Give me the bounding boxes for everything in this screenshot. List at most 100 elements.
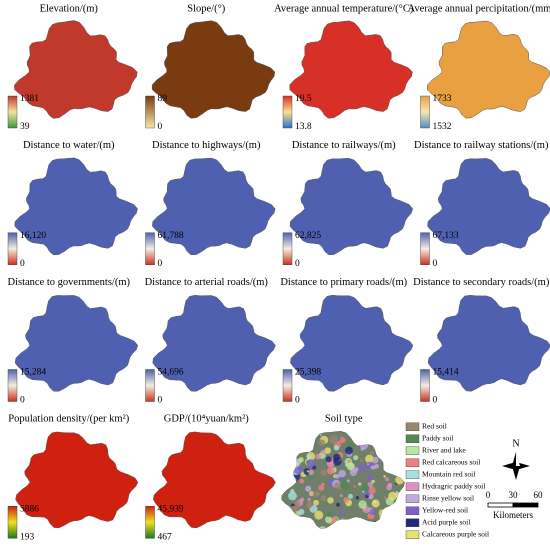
soil-patch [369, 436, 375, 442]
region-map [289, 20, 413, 119]
soil-patch [318, 526, 327, 529]
legend-ramp [145, 232, 155, 265]
scale-unit: Kilometers [493, 510, 533, 520]
legend-min: 0 [158, 259, 163, 269]
map-panel: Average annual percipitation/(mm) 1733 153… [408, 3, 550, 132]
legend-swatch [405, 506, 420, 515]
map-panel: Distance to governments/(m) 15,284 0 [7, 277, 139, 406]
region-map [15, 431, 139, 529]
panel-title: Distance to primary roads/(m) [280, 277, 407, 288]
soil-patch [329, 435, 339, 445]
map-panel: Average annual temperature/(°C) 19.5 13.8 [274, 3, 414, 132]
soil-patch [393, 436, 402, 445]
soil-patch [306, 470, 309, 473]
soil-patch [296, 444, 301, 450]
soil-patch [297, 431, 306, 437]
soil-patch [366, 463, 370, 466]
soil-patch [281, 478, 284, 484]
panel-title: Average annual percipitation/(mm) [408, 3, 550, 14]
soil-patch [383, 475, 386, 478]
legend-label: Paddy soil [422, 433, 453, 442]
legend-max: 5886 [20, 504, 39, 514]
arrow-shade [516, 452, 520, 466]
soil-patch [389, 440, 394, 444]
soil-patch [325, 456, 332, 463]
soil-patch [288, 445, 294, 452]
soil-patch [374, 464, 380, 469]
soil-patch [358, 480, 362, 483]
soil-patch [281, 510, 284, 513]
soil-patch [358, 482, 362, 486]
soil-patch [355, 496, 360, 500]
soil-patch [312, 431, 318, 435]
soil-patch [290, 466, 294, 469]
legend-min: 0 [295, 259, 300, 269]
soil-patch [291, 517, 295, 522]
soil-patch [281, 448, 286, 453]
soil-patch [353, 438, 359, 444]
soil-patch [318, 484, 325, 491]
soil-patch [289, 451, 293, 455]
panel-title: Distance to arterial roads/(m) [145, 277, 269, 288]
soil-patch [384, 452, 388, 456]
soil-patch [289, 437, 293, 441]
soil-patch [281, 450, 286, 460]
soil-patch [357, 437, 363, 443]
legend-max: 89 [158, 94, 168, 104]
scale-label: 30 [509, 490, 519, 500]
legend-ramp [7, 369, 18, 402]
soil-patch [285, 455, 291, 461]
legend-max: 15,414 [433, 368, 459, 378]
soil-patch [314, 510, 324, 520]
legend-min: 0 [20, 396, 25, 406]
legend-max: 45,939 [158, 504, 184, 514]
legend-label: Acid purple soil [422, 517, 470, 526]
soil-patch [386, 440, 392, 446]
soil-patch [307, 497, 311, 501]
legend-label: Hydragric paddy soil [422, 481, 485, 490]
soil-patch [306, 459, 316, 468]
soil-patch [370, 465, 375, 470]
soil-patch [365, 454, 374, 464]
region-map [151, 20, 276, 119]
soil-patch [358, 464, 366, 472]
panel-title: Distance to railway stations/(m) [414, 140, 549, 151]
soil-patch [389, 447, 394, 451]
soil-patch [336, 502, 341, 507]
soil-patch [291, 480, 294, 483]
soil-patch [281, 449, 285, 456]
soil-patch [374, 530, 377, 533]
soil-patch [305, 485, 312, 492]
legend-max: 19.5 [295, 94, 312, 104]
soil-patch [365, 439, 371, 446]
legend-ramp [282, 369, 293, 402]
legend-ramp [420, 369, 430, 402]
soil-patch [396, 513, 405, 521]
soil-patch [299, 478, 305, 484]
soil-patch [360, 523, 364, 527]
soil-patch [320, 495, 327, 502]
legend-min: 0 [158, 396, 163, 406]
soil-patch [308, 435, 313, 440]
soil-patch [385, 477, 389, 482]
soil-patch [385, 524, 390, 529]
legend-min: 0 [295, 396, 300, 406]
soil-patch [306, 501, 314, 508]
legend-ramp [7, 95, 18, 129]
soil-patch [281, 462, 287, 467]
soil-patch [321, 482, 325, 487]
soil-patch [390, 458, 400, 467]
soil-patch [345, 446, 353, 455]
soil-patch [282, 483, 287, 488]
scale-bar: 0 30 60 Kilometers [486, 490, 543, 520]
soil-patch [308, 469, 314, 476]
region-map [14, 295, 139, 392]
map-panel: GDP/(10⁴yuan/km²) 45,939 467 [145, 414, 276, 542]
legend-ramp [7, 506, 18, 539]
soil-patch [291, 477, 297, 483]
legend-min: 0 [20, 259, 25, 269]
legend-max: 16,120 [20, 231, 46, 241]
scale-seg [512, 502, 539, 508]
soil-patch [371, 456, 379, 464]
